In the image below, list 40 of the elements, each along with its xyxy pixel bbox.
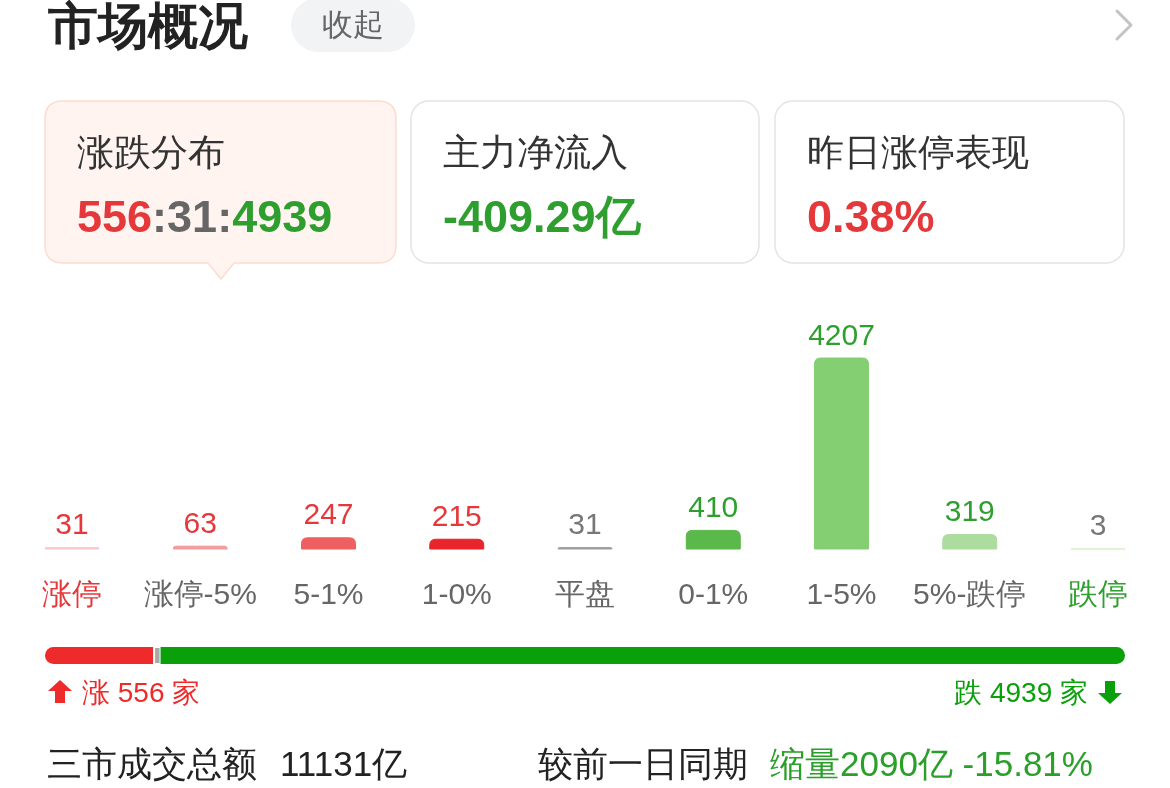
text: 556 — [77, 190, 153, 242]
data-label: 31 — [568, 507, 602, 541]
bar — [429, 538, 485, 550]
bar — [301, 537, 356, 550]
bar — [814, 357, 869, 550]
text: 0.38% — [807, 190, 935, 242]
x-tick-label: 5%-跌停 — [913, 576, 1027, 610]
button-collapse: 收起 — [291, 0, 415, 52]
text: 缩量2090亿 -15.81% — [770, 743, 1093, 783]
data-label: 63 — [183, 505, 217, 539]
data-label: 31 — [55, 507, 89, 541]
text: 昨日涨停表现 — [807, 131, 1029, 173]
x-tick-label: 平盘 — [555, 576, 615, 610]
bar — [942, 534, 998, 550]
text: 主力净流入 — [443, 131, 628, 173]
bar — [172, 545, 228, 550]
text: 11131亿 — [280, 743, 408, 783]
data-label: 215 — [431, 498, 482, 532]
text: 涨 556 家 — [82, 676, 201, 708]
data-label: 4207 — [808, 317, 875, 351]
x-tick-label: 跌停 — [1068, 576, 1128, 610]
data-label: 247 — [303, 497, 354, 531]
data-label: 3 — [1089, 508, 1107, 542]
text: 涨跌分布 — [77, 131, 225, 173]
data-label: 319 — [944, 494, 995, 528]
text: 三市成交总额 — [47, 743, 257, 783]
data-label: 410 — [688, 489, 739, 523]
x-tick-label: 涨停 — [42, 576, 102, 610]
bar — [685, 529, 741, 550]
text: 4939 — [232, 190, 333, 242]
x-tick-label: 1-5% — [806, 576, 877, 610]
x-tick-label: 0-1% — [678, 576, 749, 610]
text: 较前一日同期 — [538, 743, 748, 783]
x-tick-label: 涨停-5% — [143, 576, 257, 610]
x-tick-label: 5-1% — [293, 576, 364, 610]
x-tick-label: 1-0% — [421, 576, 492, 610]
text: -409.29亿 — [443, 190, 642, 242]
text: :31: — [152, 190, 233, 242]
text: 跌 4939 家 — [954, 676, 1088, 708]
text: 市场概况 — [47, 0, 248, 54]
